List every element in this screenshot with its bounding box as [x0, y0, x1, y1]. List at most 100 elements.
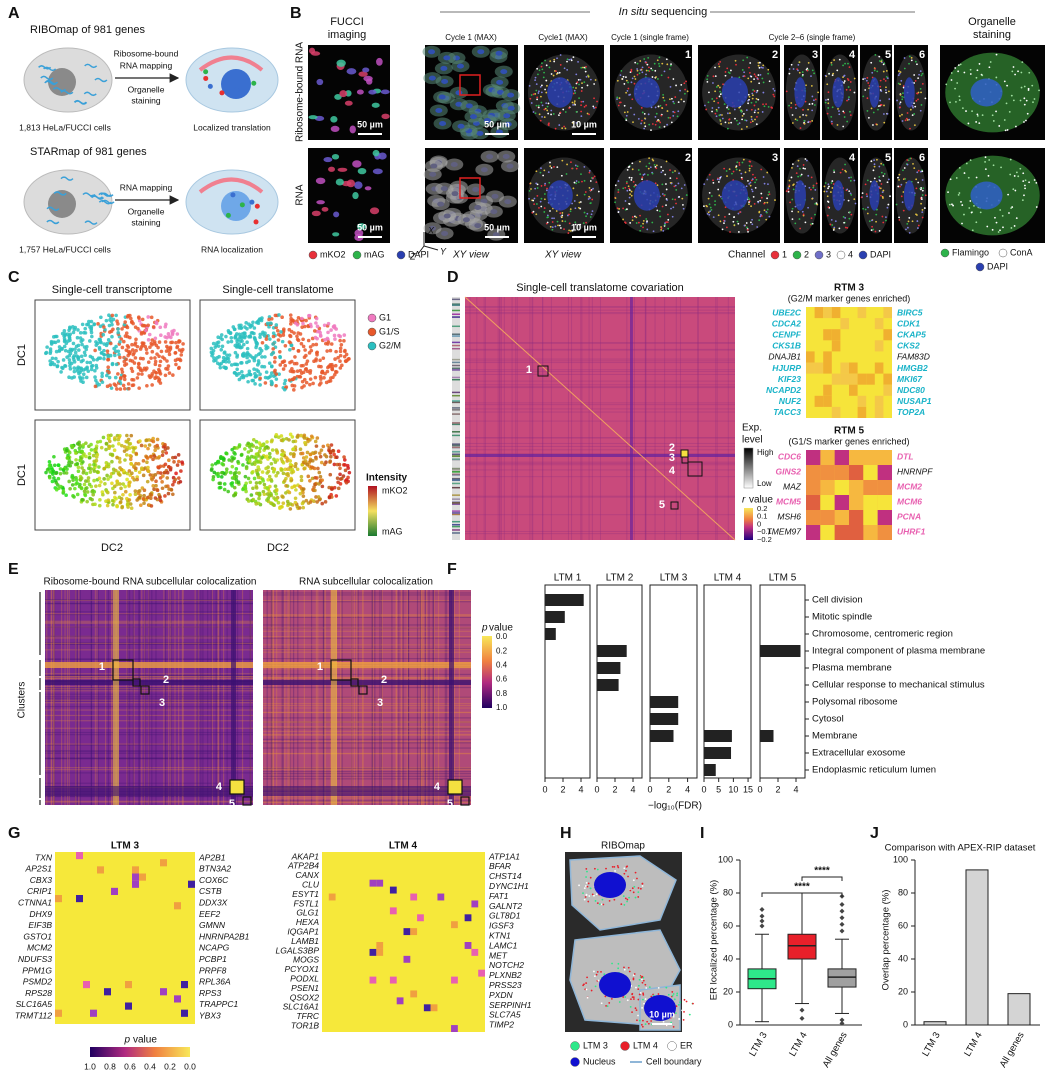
spot	[767, 68, 770, 71]
scatter-dot	[332, 462, 337, 467]
spot	[648, 162, 651, 165]
heat-stripe	[425, 590, 428, 805]
scatter-dot	[299, 341, 304, 346]
spot	[735, 168, 738, 171]
scatter-dot	[234, 467, 239, 471]
label: Channel	[728, 250, 765, 261]
spot	[757, 74, 760, 76]
scatter-dot	[328, 472, 333, 477]
scatter-dot	[78, 444, 83, 448]
scatter-dot	[143, 466, 148, 470]
scatter-dot	[90, 355, 95, 360]
spot	[647, 167, 650, 170]
gene-label: MKI67	[897, 374, 923, 384]
scatter-dot	[105, 473, 109, 478]
spot	[832, 183, 835, 185]
spot	[1031, 84, 1034, 87]
spot	[540, 95, 542, 98]
spot	[628, 203, 631, 205]
spot	[881, 215, 884, 218]
spot	[792, 68, 795, 70]
module-box	[140, 685, 150, 695]
label: p	[123, 1035, 130, 1046]
spot	[879, 179, 881, 182]
gene-label: HJURP	[772, 363, 801, 373]
scatter-dot	[54, 356, 58, 361]
heat-stripe	[52, 590, 55, 805]
spot	[748, 160, 751, 163]
scatter-dot	[142, 501, 146, 506]
spot	[1017, 70, 1019, 73]
spot	[872, 169, 875, 172]
spot	[987, 174, 990, 177]
heat-stripe	[45, 699, 253, 701]
spot	[1025, 99, 1028, 102]
spot	[658, 56, 661, 59]
heat-stripe	[45, 675, 253, 678]
spot	[724, 206, 727, 209]
scatter-dot	[78, 375, 82, 379]
spot	[768, 215, 771, 218]
heat-stripe	[45, 720, 253, 722]
scatter-dot	[255, 460, 260, 464]
scatter-dot	[220, 344, 225, 349]
spot	[750, 101, 753, 104]
spot	[559, 54, 562, 56]
scatter-dot	[301, 321, 305, 326]
spot	[628, 187, 631, 190]
spot	[975, 121, 978, 123]
scatter-dot	[98, 339, 103, 344]
spot	[552, 113, 555, 115]
spot	[633, 75, 636, 78]
spot	[759, 199, 762, 202]
spot	[810, 176, 813, 179]
heat-cell	[806, 495, 821, 510]
scatter-dot	[243, 331, 247, 335]
scatter-dot	[247, 445, 252, 449]
spot	[921, 170, 924, 173]
spot	[717, 181, 720, 183]
spot	[671, 215, 674, 218]
rna-glyph	[230, 192, 236, 198]
scatter-dot	[101, 332, 106, 337]
scatter-dot	[253, 382, 257, 386]
scatter-dot	[77, 348, 81, 352]
spot	[675, 84, 677, 87]
spot	[678, 172, 680, 175]
scatter-dot	[248, 354, 253, 358]
spot	[653, 163, 656, 166]
spot	[750, 108, 753, 111]
scatter-dot	[320, 478, 325, 482]
scatter-dot	[137, 361, 141, 366]
heat-stripe	[127, 590, 129, 805]
spot	[744, 171, 747, 174]
scatter-dot	[146, 465, 150, 470]
scatter-dot	[313, 450, 318, 455]
scatter-dot	[209, 346, 214, 351]
spot	[624, 222, 627, 224]
scatter-dot	[110, 313, 115, 318]
heat-stripe	[249, 590, 251, 805]
spot	[584, 70, 587, 73]
sidebar-stripe	[452, 347, 460, 350]
gene-label: MAZ	[783, 481, 802, 491]
scatter-dot	[72, 354, 76, 358]
scatter-dot	[101, 492, 105, 497]
gene-label: ATP1A1	[488, 851, 520, 861]
heat-stripe	[465, 305, 735, 307]
scatter-dot	[124, 357, 129, 362]
heat-stripe	[53, 590, 55, 805]
label: Exp.	[742, 423, 762, 434]
heat-stripe	[437, 590, 440, 805]
scatter-dot	[156, 470, 160, 475]
colorbar-tick: 0.2	[496, 646, 508, 655]
spot	[867, 82, 870, 84]
scatter-dot	[296, 349, 301, 353]
scatter-dot	[314, 495, 318, 499]
nucleus	[970, 181, 1003, 210]
scatter-dot	[342, 333, 347, 337]
scatter-dot	[54, 334, 59, 339]
scatter-dot	[68, 486, 72, 491]
scatter-dot	[221, 359, 226, 364]
